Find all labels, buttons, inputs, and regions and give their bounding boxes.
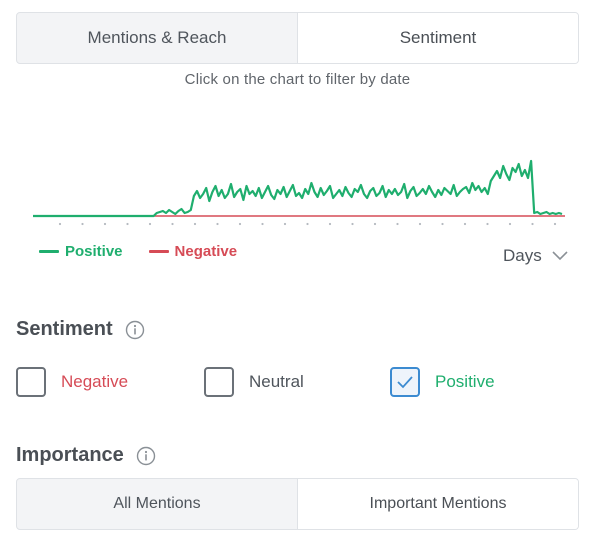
x-axis-tick	[306, 222, 309, 226]
sentiment-section-title: Sentiment	[16, 318, 145, 341]
sentiment-option-negative[interactable]: Negative	[16, 367, 128, 397]
legend-item-positive[interactable]: Positive	[39, 243, 123, 260]
x-axis-tick	[351, 222, 354, 226]
importance-title: Importance	[16, 444, 124, 466]
x-axis-tick	[216, 222, 219, 226]
importance-tabs: All Mentions Important Mentions	[16, 478, 579, 530]
checkbox-neutral[interactable]	[204, 367, 234, 397]
x-axis-tick	[238, 222, 242, 226]
x-axis-tick	[171, 222, 174, 226]
x-axis-tick	[508, 222, 512, 226]
x-axis-tick	[418, 222, 422, 226]
legend-label-positive: Positive	[65, 243, 123, 260]
info-icon[interactable]	[125, 320, 145, 340]
tab-sentiment[interactable]: Sentiment	[297, 13, 578, 63]
importance-section-title: Importance	[16, 444, 156, 467]
period-dropdown[interactable]: Days	[503, 246, 568, 266]
checkbox-positive[interactable]	[390, 367, 420, 397]
x-axis-tick	[103, 222, 107, 226]
sentiment-title: Sentiment	[16, 318, 113, 340]
sentiment-label-neutral: Neutral	[249, 372, 304, 391]
series-line-positive[interactable]	[33, 159, 563, 218]
x-axis-tick	[486, 222, 489, 226]
x-axis-tick	[531, 222, 534, 226]
info-icon[interactable]	[136, 446, 156, 466]
x-axis-tick	[328, 222, 332, 226]
chart-legend: Positive Negative	[39, 243, 263, 260]
checkmark-icon	[397, 376, 413, 389]
sentiment-label-positive: Positive	[435, 372, 495, 391]
x-axis-tick	[126, 222, 129, 226]
tab-mentions-reach[interactable]: Mentions & Reach	[87, 28, 227, 47]
legend-label-negative: Negative	[174, 243, 238, 260]
x-axis-tick	[553, 222, 557, 226]
view-tabs: Mentions & Reach Sentiment	[16, 12, 579, 64]
sentiment-option-positive[interactable]: Positive	[390, 367, 495, 397]
legend-swatch-negative	[148, 250, 169, 253]
checkbox-negative[interactable]	[16, 367, 46, 397]
x-axis-tick	[58, 222, 62, 226]
x-axis-tick	[373, 222, 377, 226]
x-axis-tick	[396, 222, 399, 226]
x-axis-tick	[261, 222, 264, 226]
period-label: Days	[503, 246, 542, 265]
sentiment-option-neutral[interactable]: Neutral	[204, 367, 304, 397]
x-axis-tick	[441, 222, 444, 226]
chart-hint: Click on the chart to filter by date	[184, 71, 411, 88]
chevron-down-icon	[552, 251, 568, 261]
legend-swatch-positive	[39, 250, 59, 253]
x-axis-tick	[148, 222, 152, 226]
x-axis-tick	[463, 222, 467, 226]
tab-all-mentions[interactable]: All Mentions	[113, 495, 201, 512]
legend-item-negative[interactable]: Negative	[148, 243, 238, 260]
x-axis-tick	[81, 222, 84, 226]
sentiment-label-negative: Negative	[61, 372, 129, 391]
tab-important-mentions[interactable]: Important Mentions	[297, 479, 578, 529]
x-axis-tick	[283, 222, 287, 226]
x-axis-tick	[193, 222, 197, 226]
sentiment-filters: Negative Neutral Positive	[16, 367, 576, 399]
sentiment-chart[interactable]	[30, 150, 565, 230]
